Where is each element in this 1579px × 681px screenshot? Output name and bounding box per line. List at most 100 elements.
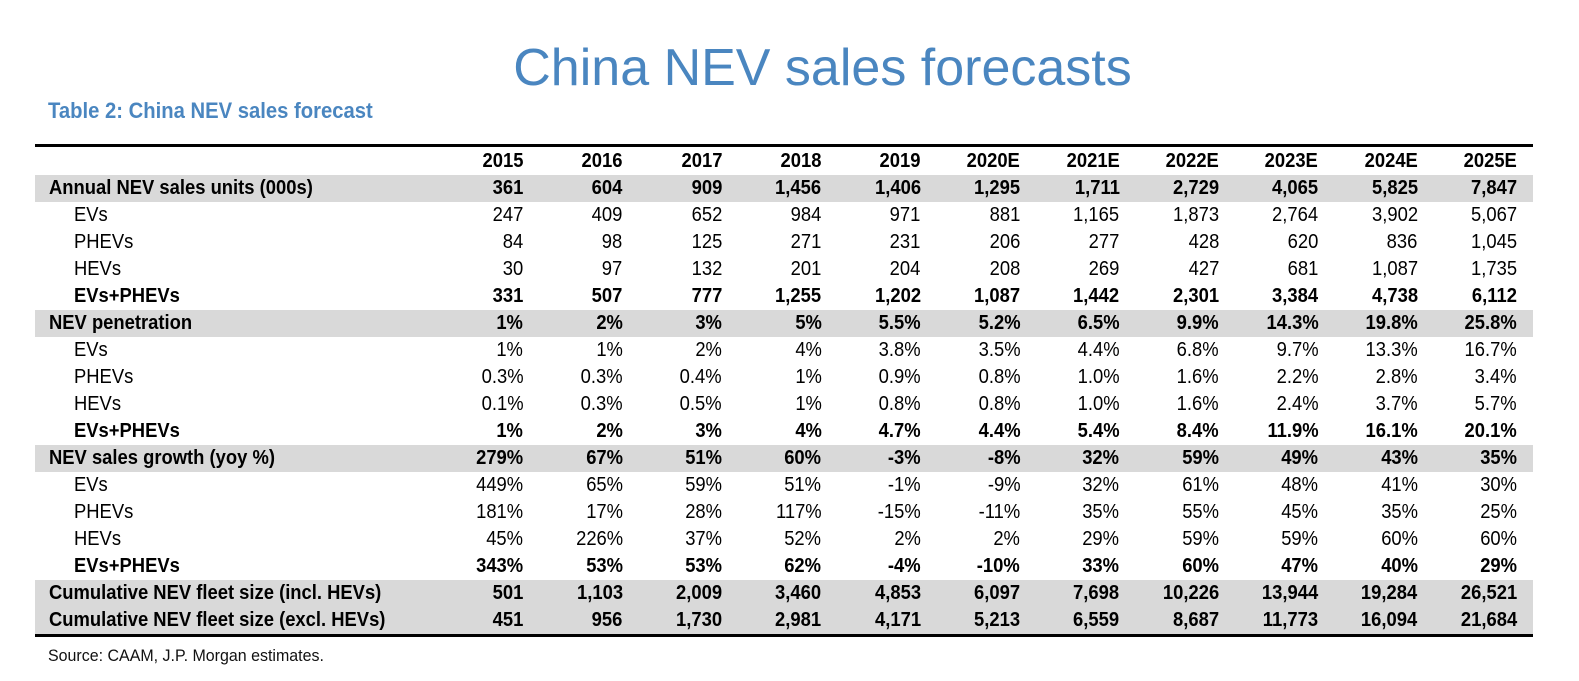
table-row: EVs+PHEVs 1% 2% 3% 4% 4.7% 4.4% 5.4% 8.4% 11.9% 16… <box>35 418 1533 445</box>
table-cell: 28% <box>685 501 723 523</box>
table-cell: 1,406 <box>837 175 937 202</box>
row-label: EVs <box>74 339 108 361</box>
table-cell: 2.8% <box>1375 366 1418 388</box>
table-cell: 48% <box>1281 474 1319 496</box>
table-cell: 1,295 <box>936 175 1037 202</box>
table-cell: 5.2% <box>936 310 1037 337</box>
forecast-table-container: 2015 2016 2017 2018 2019 2020E 2021E 2022E 2023E… <box>35 144 1533 637</box>
table-cell: 4,738 <box>1371 285 1418 307</box>
table-cell: 19,284 <box>1334 580 1434 607</box>
table-cell: 247 <box>492 204 524 226</box>
table-cell: 331 <box>492 285 524 307</box>
table-cell: 1,087 <box>974 285 1021 307</box>
row-label: HEVs <box>74 393 122 415</box>
table-cell: 1% <box>596 339 623 361</box>
table-cell: 451 <box>440 607 540 636</box>
table-cell: 507 <box>592 285 623 307</box>
table-cell: 25.8% <box>1433 310 1533 337</box>
table-cell: 7,698 <box>1036 580 1136 607</box>
table-cell: 132 <box>691 258 723 280</box>
table-cell: 40% <box>1380 555 1418 577</box>
table-cell: 909 <box>638 175 739 202</box>
row-label: HEVs <box>74 528 122 550</box>
table-cell: 1% <box>496 420 524 442</box>
table-cell: 0.3% <box>580 366 623 388</box>
table-row: PHEVs 0.3% 0.3% 0.4% 1% 0.9% 0.8% 1.0% 1.6% 2.2% 2… <box>35 364 1533 391</box>
table-cell: -3% <box>837 445 937 472</box>
table-cell: -11% <box>978 501 1021 523</box>
table-row: HEVs 0.1% 0.3% 0.5% 1% 0.8% 0.8% 1.0% 1.6% 2.4% 3.… <box>35 391 1533 418</box>
table-cell: 956 <box>539 607 639 636</box>
table-cell: 52% <box>784 528 822 550</box>
table-cell: 9.9% <box>1135 310 1235 337</box>
table-cell: 269 <box>1088 258 1120 280</box>
table-cell: 1.6% <box>1176 393 1219 415</box>
table-cell: 43% <box>1334 445 1434 472</box>
table-cell: 32% <box>1082 474 1120 496</box>
table-cell: 1,456 <box>738 175 838 202</box>
table-cell: 30 <box>502 258 524 280</box>
column-header: 2022E <box>1165 149 1219 172</box>
table-cell: 117% <box>775 501 822 523</box>
column-header: 2017 <box>681 149 723 172</box>
row-label: PHEVs <box>74 231 134 253</box>
table-cell: 0.9% <box>878 366 921 388</box>
table-cell: 2,764 <box>1272 204 1319 226</box>
table-cell: 6,097 <box>936 580 1037 607</box>
row-label: Cumulative NEV fleet size (excl. HEVs) <box>35 607 440 636</box>
column-header: 2025E <box>1463 149 1517 172</box>
table-cell: 9.7% <box>1276 339 1319 361</box>
column-header: 2021E <box>1066 149 1120 172</box>
table-cell: 3,384 <box>1272 285 1319 307</box>
row-label: EVs <box>74 474 108 496</box>
table-cell: 0.1% <box>481 393 524 415</box>
table-cell: 1.6% <box>1176 366 1219 388</box>
table-cell: 0.3% <box>481 366 524 388</box>
table-cell: 11.9% <box>1267 420 1319 442</box>
table-row: PHEVs 84 98 125 271 231 206 277 428 620 836 1,045 <box>35 229 1533 256</box>
table-cell: 1% <box>496 339 524 361</box>
table-cell: 61% <box>1182 474 1219 496</box>
header-corner-cell <box>35 146 440 176</box>
table-cell: 26,521 <box>1433 580 1533 607</box>
table-cell: 4,853 <box>837 580 937 607</box>
table-cell: 29% <box>1082 528 1120 550</box>
table-cell: 53% <box>585 555 623 577</box>
table-cell: 8,687 <box>1135 607 1235 636</box>
table-cell: 51% <box>638 445 739 472</box>
table-cell: 881 <box>989 204 1021 226</box>
table-cell: 32% <box>1036 445 1136 472</box>
table-cell: 5,825 <box>1334 175 1434 202</box>
table-cell: 65% <box>585 474 623 496</box>
table-cell: 4,065 <box>1234 175 1335 202</box>
table-cell: 10,226 <box>1135 580 1235 607</box>
table-cell: 3,460 <box>738 580 838 607</box>
table-cell: 4% <box>794 339 822 361</box>
table-cell: 45% <box>1281 501 1319 523</box>
table-cell: 2% <box>894 528 921 550</box>
table-cell: 17% <box>585 501 623 523</box>
row-label: EVs+PHEVs <box>74 555 180 577</box>
table-cell: 2% <box>993 528 1021 550</box>
table-cell: 361 <box>440 175 540 202</box>
table-cell: 37% <box>685 528 723 550</box>
table-cell: 0.8% <box>978 366 1021 388</box>
table-cell: 1,730 <box>638 607 739 636</box>
row-label: Cumulative NEV fleet size (incl. HEVs) <box>35 580 440 607</box>
table-cell: 19.8% <box>1334 310 1434 337</box>
table-row: PHEVs 181% 17% 28% 117% -15% -11% 35% 55% 45% 35% 2… <box>35 499 1533 526</box>
table-cell: 681 <box>1287 258 1319 280</box>
table-cell: 7,847 <box>1433 175 1533 202</box>
page-title: China NEV sales forecasts <box>513 39 1132 97</box>
row-label: PHEVs <box>74 501 134 523</box>
table-cell: 13,944 <box>1234 580 1335 607</box>
forecast-table: 2015 2016 2017 2018 2019 2020E 2021E 2022E 2023E… <box>35 144 1533 637</box>
table-cell: 33% <box>1082 555 1120 577</box>
table-cell: 343% <box>476 555 524 577</box>
row-label: EVs+PHEVs <box>74 420 180 442</box>
table-cell: 1,442 <box>1073 285 1120 307</box>
table-cell: 1,165 <box>1073 204 1120 226</box>
table-cell: 4,171 <box>837 607 937 636</box>
table-cell: 84 <box>502 231 524 253</box>
table-cell: 3.5% <box>978 339 1021 361</box>
